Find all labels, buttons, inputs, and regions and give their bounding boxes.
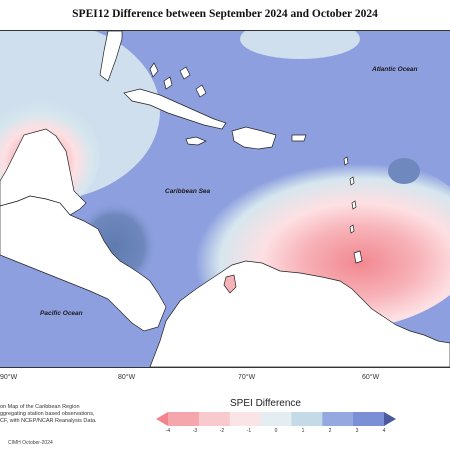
legend-swatch	[291, 412, 323, 426]
map-title: SPEI12 Difference between September 2024…	[72, 8, 378, 20]
lesser-antilles-4	[349, 224, 355, 234]
lesser-antilles-2	[349, 176, 355, 186]
legend-colorbar	[156, 412, 396, 426]
atlantic-ocean-label: Atlantic Ocean	[371, 66, 418, 73]
bahamas-3	[179, 66, 191, 80]
hispaniola	[231, 126, 277, 150]
legend-swatch	[229, 412, 262, 426]
credit-label: CIMH October-2024	[8, 440, 53, 446]
longitude-label-80w: 80°W	[118, 374, 136, 381]
legend-tick-label: 0	[274, 428, 278, 434]
south-america	[149, 260, 450, 367]
bahamas-2	[163, 76, 173, 90]
legend-swatch	[168, 412, 200, 426]
caribbean-sea-label: Caribbean Sea	[165, 188, 211, 195]
legend-swatch-max	[384, 412, 396, 426]
legend-swatch	[260, 412, 292, 426]
bahamas-4	[195, 84, 207, 98]
legend-swatch-min	[156, 412, 168, 426]
jamaica	[185, 136, 207, 146]
map-panel: Atlantic Ocean Caribbean Sea Pacific Oce…	[0, 30, 450, 368]
legend-tick-label: -3	[192, 428, 198, 434]
lesser-antilles-1	[343, 156, 349, 166]
spei-map: Atlantic Ocean Caribbean Sea Pacific Oce…	[0, 31, 450, 367]
legend-tick-label: 3	[355, 428, 359, 434]
legend-title: SPEI Difference	[230, 398, 301, 409]
legend-swatch	[322, 412, 354, 426]
florida	[99, 31, 123, 82]
legend-tick-label: 2	[328, 428, 332, 434]
legend-tick-label: -4	[165, 428, 171, 434]
description-line: ggregating station based observations,	[0, 411, 95, 417]
description-line: CF, with NCEP/NCAR Reanalysis Data.	[0, 418, 97, 424]
longitude-label-60w: 60°W	[362, 374, 380, 381]
central-america	[0, 195, 167, 332]
legend-tick-label: 1	[301, 428, 305, 434]
neutral-zone-north	[240, 31, 360, 59]
longitude-label-90w: 90°W	[0, 374, 18, 381]
pacific-ocean-label: Pacific Ocean	[40, 310, 83, 317]
bahamas-1	[149, 62, 159, 78]
legend-swatch	[198, 412, 231, 426]
wet-anomaly-atlantic	[388, 158, 420, 184]
cuba	[123, 88, 227, 130]
legend-tick-label: -1	[246, 428, 252, 434]
trinidad	[353, 250, 363, 264]
lesser-antilles-3	[351, 200, 357, 210]
legend-tick-label: 4	[382, 428, 386, 434]
legend-swatch	[353, 412, 385, 426]
longitude-label-70w: 70°W	[238, 374, 256, 381]
description-line: on Map of the Caribbean Region	[0, 404, 80, 410]
puerto-rico	[291, 134, 307, 142]
lake-maracaibo	[223, 274, 237, 294]
legend-tick-label: -2	[219, 428, 225, 434]
land-masses	[0, 31, 450, 367]
